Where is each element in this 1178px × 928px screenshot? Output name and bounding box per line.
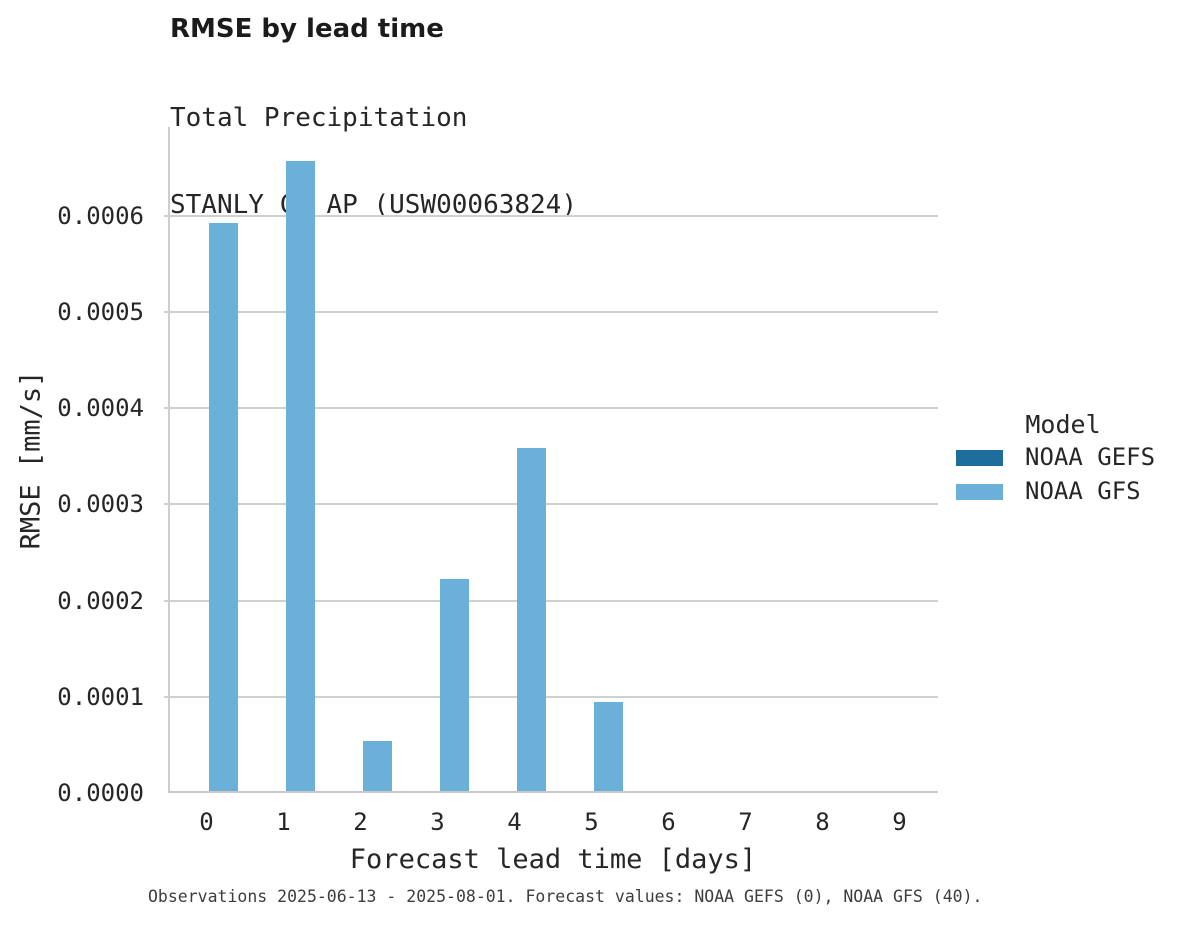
bar: [362, 740, 392, 791]
y-tick-label: 0.0001: [57, 682, 144, 711]
x-tick-label: 0: [199, 808, 214, 836]
legend-title: Model: [1025, 410, 1101, 439]
x-tick-label: 3: [430, 808, 445, 836]
gridline: [164, 503, 938, 506]
legend-swatch-gfs-icon: [956, 483, 1003, 500]
y-tick-label: 0.0004: [57, 394, 144, 423]
bar: [208, 223, 238, 791]
x-tick-label: 6: [661, 808, 676, 836]
subtitle-variable: Total Precipitation: [170, 103, 468, 133]
y-tick-label: 0.0000: [57, 779, 144, 807]
legend-entry-label: NOAA GFS: [1025, 477, 1141, 505]
x-tick-label: 1: [276, 808, 291, 836]
chart-title: RMSE by lead time: [170, 14, 444, 44]
legend-entry-label: NOAA GEFS: [1025, 443, 1156, 471]
gridline: [164, 407, 938, 410]
gridline: [164, 310, 938, 313]
bar: [516, 448, 546, 791]
bar: [439, 579, 469, 791]
x-tick-label: 8: [815, 808, 830, 836]
gridline: [164, 214, 938, 217]
y-tick-label: 0.0006: [57, 201, 144, 230]
x-tick-label: 5: [584, 808, 599, 836]
bar: [593, 702, 623, 791]
y-tick-label: 0.0003: [57, 490, 144, 519]
gridline: [164, 599, 938, 602]
y-tick-label: 0.0002: [57, 586, 144, 615]
footnote: Observations 2025-06-13 - 2025-08-01. Fo…: [148, 887, 983, 906]
legend: Model NOAA GEFS NOAA GFS: [956, 410, 1170, 514]
x-tick-label: 4: [507, 808, 522, 836]
x-tick-label: 7: [738, 808, 753, 836]
legend-swatch-gefs-icon: [956, 449, 1003, 466]
gridline: [164, 695, 938, 698]
bar: [285, 160, 315, 791]
legend-entry-noaa-gfs: NOAA GFS: [956, 477, 1170, 505]
plot-area: [164, 127, 938, 793]
x-axis-title: Forecast lead time [days]: [349, 844, 757, 875]
x-tick-label: 9: [892, 808, 907, 836]
legend-entry-noaa-gefs: NOAA GEFS: [956, 443, 1170, 471]
y-tick-label: 0.0005: [57, 297, 144, 326]
x-tick-label: 2: [353, 808, 368, 836]
